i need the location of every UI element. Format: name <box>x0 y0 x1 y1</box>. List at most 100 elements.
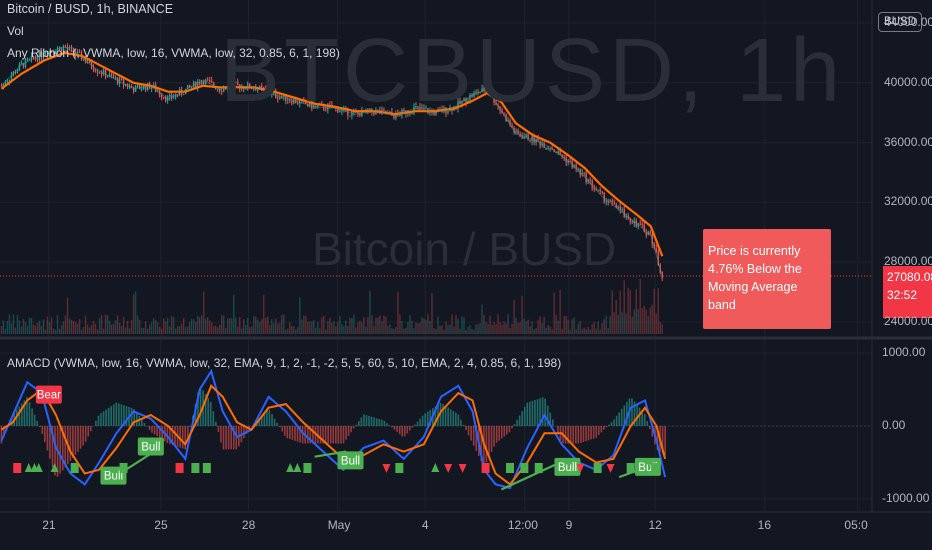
volume-bar <box>311 321 313 334</box>
volume-bar <box>555 314 557 334</box>
volume-bar <box>503 321 505 334</box>
volume-bar <box>68 318 71 334</box>
volume-bar <box>215 325 217 334</box>
volume-bar <box>267 316 269 334</box>
volume-bar <box>198 317 201 334</box>
volume-bar <box>419 322 421 334</box>
candle-body <box>581 172 583 175</box>
volume-bar <box>325 329 327 334</box>
volume-bar <box>52 328 55 334</box>
volume-bar <box>70 319 73 334</box>
histogram-bar <box>411 426 414 428</box>
candle-body <box>577 168 579 170</box>
volume-bar <box>561 328 563 334</box>
volume-bar <box>403 328 405 334</box>
volume-bar <box>535 328 537 334</box>
candle-body <box>70 46 73 48</box>
volume-bar <box>98 318 101 334</box>
volume-bar <box>643 305 645 334</box>
candle-body <box>52 51 55 53</box>
volume-bar <box>593 322 595 334</box>
volume-bar <box>36 322 39 334</box>
histogram-bar <box>419 418 421 426</box>
candle-body <box>4 83 7 85</box>
time-tick-label: 12 <box>648 518 662 532</box>
volume-bar <box>461 316 463 334</box>
volume-bar <box>635 288 637 334</box>
histogram-bar <box>345 426 347 440</box>
histogram-bar <box>225 426 227 450</box>
candle-body <box>22 62 25 67</box>
volume-bar <box>353 314 355 334</box>
candle-body <box>92 67 95 71</box>
marker-triangle-down-22 <box>576 464 585 473</box>
candle-body <box>417 106 419 108</box>
volume-bar <box>579 321 581 334</box>
histogram-bar <box>455 412 457 426</box>
candle-body <box>94 70 97 72</box>
histogram-bar <box>268 409 271 426</box>
volume-bar <box>427 314 429 334</box>
candle-body <box>283 94 285 98</box>
marker-triangle-up-1 <box>24 463 33 472</box>
volume-bar <box>283 314 285 334</box>
histogram-bar <box>335 426 337 444</box>
volume-bar <box>589 329 591 334</box>
vol-legend[interactable]: Vol <box>7 24 24 38</box>
volume-bar <box>188 322 191 334</box>
candle-body <box>393 114 395 119</box>
currency-badge[interactable]: BUSD <box>878 12 922 32</box>
marker-square-20 <box>520 463 529 473</box>
histogram-bar <box>33 414 36 426</box>
histogram-bar <box>552 419 554 426</box>
histogram-bar <box>577 426 580 444</box>
candle-body <box>521 136 523 139</box>
volume-bar <box>56 315 59 334</box>
ribbon-legend[interactable]: Any Ribbon (, VWMA, low, 16, VWMA, low, … <box>7 46 340 60</box>
volume-bar <box>485 321 487 334</box>
volume-bar <box>563 316 565 334</box>
candle-body <box>150 87 153 89</box>
histogram-bar <box>217 426 220 433</box>
histogram-bar <box>549 412 552 426</box>
candle-body <box>208 80 211 82</box>
volume-bar <box>465 329 467 334</box>
candle-body <box>156 91 159 93</box>
candle-body <box>174 94 177 98</box>
volume-bar <box>287 328 289 334</box>
volume-bar <box>551 329 553 334</box>
bar-countdown: 32:52 <box>887 287 918 302</box>
histogram-bar <box>457 414 460 426</box>
volume-bar <box>108 320 111 334</box>
ribbon-fast-line <box>1 46 663 277</box>
volume-bar <box>269 325 271 334</box>
chart-title[interactable]: Bitcoin / BUSD, 1h, BINANCE <box>7 2 174 16</box>
volume-bar <box>441 325 443 334</box>
candle-body <box>30 56 33 59</box>
candle-body <box>257 89 259 91</box>
histogram-bar <box>393 426 396 430</box>
volume-bar <box>76 324 79 334</box>
volume-bar <box>160 328 163 334</box>
amacd-legend[interactable]: AMACD (VWMA, low, 16, VWMA, low, 32, EMA… <box>7 356 562 370</box>
macd-line <box>0 368 667 490</box>
candle-body <box>88 60 91 63</box>
histogram-bar <box>105 409 107 426</box>
histogram-bar <box>232 426 235 450</box>
volume-bar <box>60 325 63 334</box>
volume-bar <box>557 320 559 334</box>
candle-body <box>245 88 247 90</box>
volume-bar <box>277 323 279 334</box>
histogram-bar <box>574 426 577 444</box>
candle-body <box>645 232 647 236</box>
histogram-bar <box>664 426 666 456</box>
histogram-bar <box>342 426 345 444</box>
candle-body <box>613 202 615 204</box>
volume-bar <box>345 320 347 334</box>
candle-body <box>297 102 299 104</box>
volume-bar <box>94 323 97 334</box>
volume-bar <box>253 316 255 334</box>
volume-bar <box>525 321 527 334</box>
candle-body <box>579 168 581 175</box>
histogram-bar <box>273 418 276 426</box>
